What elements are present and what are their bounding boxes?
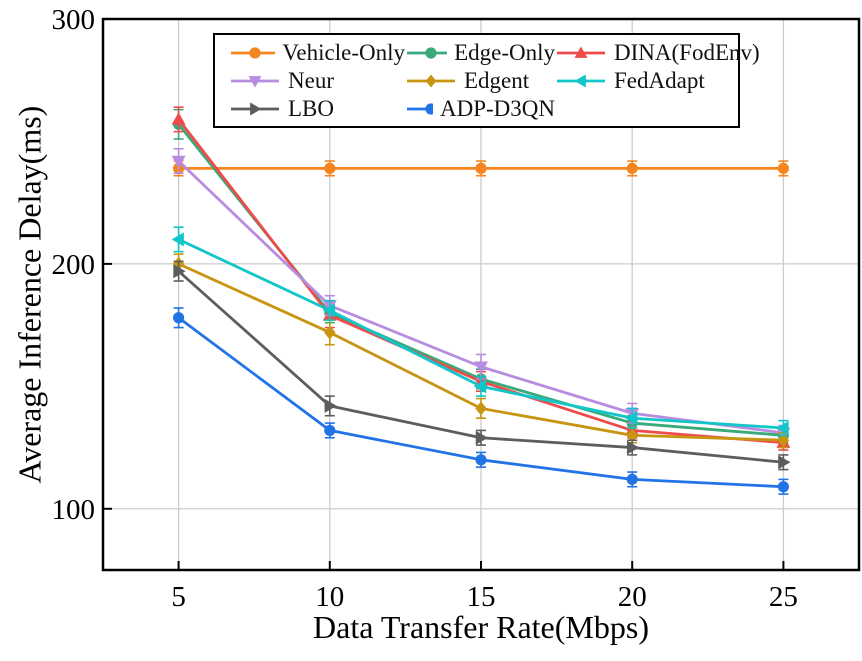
marker-circle — [777, 481, 790, 493]
legend-diamond-swatch-icon — [407, 74, 455, 87]
series-fedadapt — [171, 226, 789, 437]
marker-circle — [475, 454, 487, 466]
marker-triangle-up — [574, 46, 588, 58]
series-lbo — [173, 260, 791, 471]
y-axis-label: Average Inference Delay(ms) — [11, 105, 48, 484]
marker-triangle-left — [776, 420, 789, 435]
legend-item-vehicle-only: Vehicle-Only — [229, 39, 405, 66]
marker-triangle-left — [322, 303, 336, 318]
marker-circle — [626, 162, 638, 174]
legend-label: Neur — [288, 68, 334, 93]
x-axis-label: Data Transfer Rate(Mbps) — [313, 609, 649, 645]
y-tick-label: 300 — [52, 4, 96, 36]
legend-label: Vehicle-Only — [282, 40, 405, 65]
marker-circle — [249, 46, 261, 59]
legend-circle-swatch-icon — [231, 46, 276, 59]
marker-triangle-left — [171, 232, 184, 247]
y-tick-label: 200 — [52, 249, 96, 281]
legend-item-fedadapt: FedAdapt — [555, 67, 760, 94]
marker-circle — [777, 162, 790, 174]
legend-label: ADP-D3QN — [440, 96, 555, 121]
legend-triangle-down-swatch-icon — [231, 75, 279, 87]
legend-item-lbo: LBO — [229, 95, 405, 122]
chart-legend: Vehicle-Only Edge-Only DINA(FodEnv) Neur Edg… — [213, 33, 760, 128]
legend-item-dina-fodenv: DINA(FodEnv) — [555, 39, 760, 66]
legend-triangle-up-swatch-icon — [557, 46, 605, 58]
legend-label: FedAdapt — [614, 68, 705, 93]
legend-circle-swatch-icon — [407, 102, 433, 115]
marker-triangle-left — [574, 74, 586, 87]
marker-circle — [626, 473, 638, 485]
legend-label: Edgent — [464, 68, 530, 93]
legend-triangle-left-swatch-icon — [557, 74, 605, 87]
legend-label: Edge-Only — [454, 40, 555, 65]
marker-circle — [173, 312, 185, 324]
series-vehicle-only — [173, 160, 790, 177]
marker-triangle-down — [248, 75, 262, 87]
legend-item-adp-d3qn: ADP-D3QN — [405, 95, 555, 122]
marker-circle — [475, 162, 487, 174]
marker-triangle-left — [474, 379, 487, 394]
marker-diamond — [626, 428, 638, 443]
x-tick-label: 25 — [769, 581, 798, 613]
marker-diamond — [425, 74, 437, 87]
legend-label: LBO — [288, 96, 334, 121]
marker-diamond — [475, 401, 487, 416]
legend-triangle-right-swatch-icon — [231, 102, 279, 115]
marker-triangle-down — [171, 155, 186, 169]
legend-label: DINA(FodEnv) — [614, 40, 760, 65]
marker-triangle-right — [626, 440, 640, 455]
marker-triangle-left — [625, 411, 638, 426]
marker-circle — [425, 102, 433, 115]
series-adp-d3qn — [173, 307, 790, 495]
marker-circle — [324, 162, 336, 174]
x-tick-label: 20 — [618, 581, 647, 613]
marker-diamond — [324, 325, 336, 340]
marker-circle — [324, 424, 336, 437]
marker-triangle-right — [173, 264, 186, 279]
marker-triangle-down — [474, 361, 488, 374]
marker-triangle-right — [324, 398, 337, 413]
y-tick-label: 100 — [52, 494, 96, 526]
legend-item-neur: Neur — [229, 67, 405, 94]
x-tick-label: 10 — [315, 581, 344, 613]
marker-circle — [425, 46, 437, 59]
x-tick-label: 15 — [467, 581, 496, 613]
legend-item-edgent: Edgent — [405, 67, 555, 94]
legend-item-edge-only: Edge-Only — [405, 39, 555, 66]
marker-triangle-right — [778, 455, 791, 470]
marker-triangle-right — [475, 430, 488, 445]
x-tick-label: 5 — [171, 581, 186, 613]
legend-circle-swatch-icon — [407, 46, 448, 59]
marker-triangle-right — [250, 102, 262, 115]
marker-diamond — [777, 433, 790, 448]
marker-triangle-up — [171, 112, 186, 125]
